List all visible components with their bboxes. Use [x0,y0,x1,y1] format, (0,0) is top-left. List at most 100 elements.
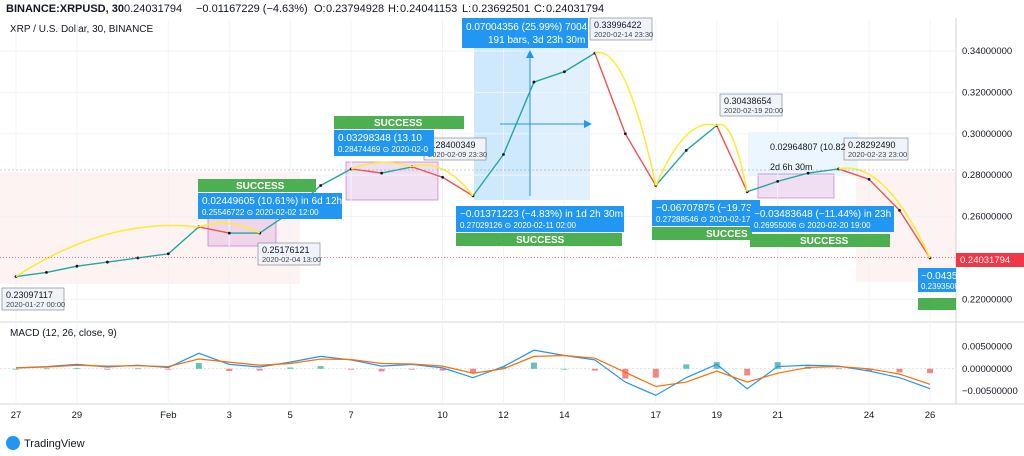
measure-box-3[interactable]: −0.01371223 (−4.83%) in 1d 2h 30m 0.2702… [456,206,624,232]
x-tick-label: 7 [348,410,353,421]
high-label: H: [388,3,399,15]
macd-histogram-bar [13,368,19,370]
macd-histogram-bar [165,368,172,370]
success-label: SUCCESS [374,118,423,129]
success-badge-8 [918,298,956,310]
x-tick-label: 3 [227,410,232,421]
price-segment [411,166,443,178]
measure-box-7[interactable]: 0.02964807 (10.82 2d 6h 30m [770,142,846,172]
measure-box-6[interactable]: −0.03483648 (−11.44%) in 23h 0.26955006 … [750,206,894,232]
trend-arc [838,167,931,259]
macd-histogram-bar [43,368,50,370]
measure-arrow-head-up [526,50,534,58]
x-tick-label: 27 [11,410,22,421]
trend-arc [716,123,748,192]
measure-box-5[interactable]: −0.06707875 (−19.73 0.27288546 ⊙ 2020-02… [652,200,760,226]
measure-line2: 0.27288546 ⊙ 2020-02-17 [656,215,751,224]
macd-histogram-bar [317,366,324,369]
price-point [563,70,566,74]
macd-histogram-bar [683,364,690,369]
macd-title: MACD (12, 26, close, 9) [10,328,117,339]
success-badge-2: SUCCESS [334,116,464,129]
macd-histogram-bar [561,368,568,370]
y-tick-label: 0.34000000 [962,46,1012,57]
success-badge-1: SUCCESS [198,179,316,192]
trend-arc [411,164,474,197]
callout-jan27[interactable]: 0.23097117 2020-01-27 00:00 [1,287,65,311]
price-segment [502,81,535,155]
price-segment [838,168,870,180]
x-tick-label: 14 [559,410,570,421]
macd-histogram-bar [104,368,111,370]
callout-date: 2020-01-27 00:00 [6,300,65,309]
price-change: −0.01167229 (−4.63%) [196,3,308,15]
callout-feb23[interactable]: 0.28292490 2020-02-23 23:00 [843,137,909,161]
measure-line2: 0.27029126 ⊙ 2020-02-11 02:00 [460,221,577,230]
price-point [227,231,231,235]
x-tick-label: 10 [437,410,448,421]
price-point [776,179,780,183]
success-label: SUCCESS [516,235,565,246]
price-segment [472,154,505,197]
brand[interactable]: TradingView [6,436,85,450]
measure-box-2[interactable]: 0.03298348 (13.10 0.28474469 ⊙ 2020-02-0 [334,130,434,156]
measure-line1: −0.06707875 (−19.73 [656,203,752,214]
measure-line2: 0.25546722 ⊙ 2020-02-02 12:00 [202,208,319,217]
price-point [532,80,536,84]
macd-y-tick-label: 0.00000000 [962,364,1012,375]
trend-arc [198,222,261,234]
macd-histogram-bar [622,368,629,379]
y-tick-label: 0.22000000 [962,294,1012,305]
price-point [441,175,444,179]
symbol-label[interactable]: BINANCE:XRPUSD, 30 [6,3,124,15]
measure-box-1[interactable]: 0.02449605 (10.61%) in 6d 12h 0.25546722… [198,193,342,219]
callout-value: 0.25176121 [262,245,310,255]
measure-line1: −0.04357 [921,271,963,282]
macd-histogram-bar [500,366,507,369]
open-label: O: [314,3,326,15]
x-tick-label: 17 [651,410,662,421]
price-segment [685,124,718,151]
price-segment [746,180,778,193]
y-tick-label: 0.30000000 [962,129,1012,140]
callout-value: 0.23097117 [6,290,53,300]
macd-histogram-bar [927,368,933,374]
measure-box-4[interactable]: 0.07004356 (25.99%) 7004 191 bars, 3d 23… [462,18,588,48]
measure-line1: 0.02964807 (10.82 [770,142,846,152]
y-tick-label: 0.26000000 [962,212,1012,223]
low-value: 0.23692501 [472,3,530,15]
success-badge-5: SUCCES [652,227,752,240]
last-price-tag-label: 0.24031794 [960,255,1010,266]
price-segment [351,168,382,174]
macd-histogram-bar [744,368,751,376]
success-label: SUCCES [706,229,748,240]
x-tick-label: 12 [498,410,509,421]
measure-line1: 0.03298348 (13.10 [338,133,422,144]
x-tick-label: 26 [925,410,936,421]
callout-feb9[interactable]: 0.28400349 2020-02-09 23:30 [423,137,487,161]
callout-feb14[interactable]: 0.33996422 2020-02-14 23:30 [589,17,653,41]
measure-box-8[interactable]: −0.04357 0.2393508 [918,268,963,292]
header: BINANCE:XRPUSD, 30 0.24031794 −0.0116722… [6,3,604,35]
brand-name: TradingView [24,438,85,450]
macd-histogram-bar [409,368,416,370]
callout-feb19[interactable]: 0.30438654 2020-02-19 20:00 [719,93,783,117]
measure-line2: 2d 6h 30m [770,162,813,172]
measure-line1: −0.01371223 (−4.83%) in 1d 2h 30m [460,209,623,220]
price-point [806,171,810,175]
x-tick-label: 19 [711,410,722,421]
callout-feb4[interactable]: 0.25176121 2020-02-04 13:00 [257,242,321,266]
macd-histogram-bar [134,368,141,370]
price-segment [808,168,839,174]
macd-y-tick-label: 0.00500000 [962,342,1012,353]
callout-value: 0.28400349 [428,140,476,150]
price-point [867,177,871,181]
price-point [898,208,901,212]
x-tick-label: 5 [288,410,293,421]
measure-arrow-head-right [584,120,592,128]
macd-histogram-bar [866,368,873,371]
price-point [380,171,383,175]
price-segment [624,133,657,186]
macd-histogram-bar [530,362,537,369]
